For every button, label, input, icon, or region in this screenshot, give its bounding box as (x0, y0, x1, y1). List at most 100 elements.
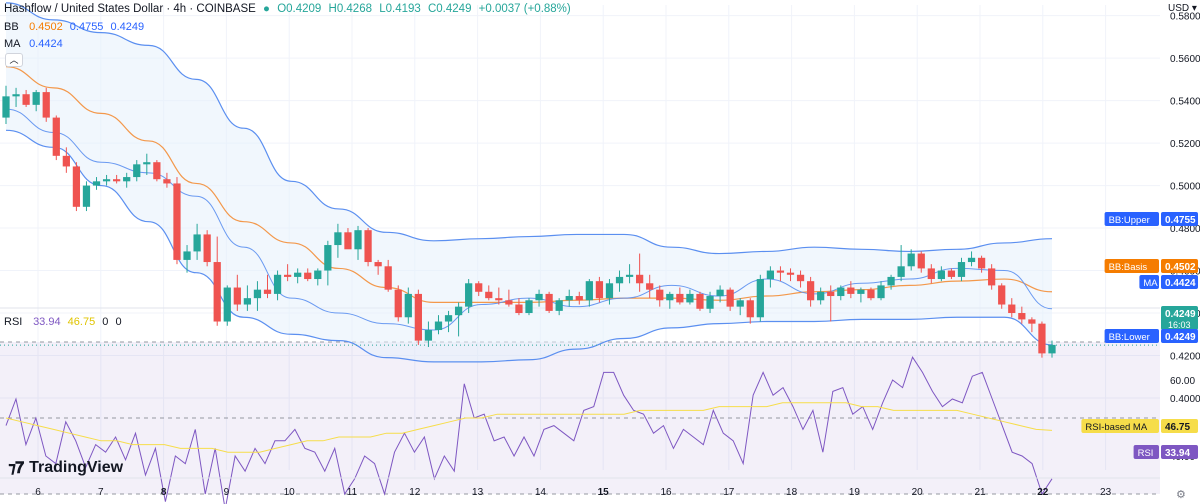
price-tick-label: 0.5800 (1170, 12, 1200, 23)
time-tick-label: 22 (1037, 487, 1049, 498)
candle-body (625, 274, 634, 277)
rsi-legend[interactable]: RSI 33.94 46.75 0 0 (4, 316, 126, 328)
price-tick-label: 0.5000 (1170, 182, 1200, 193)
candle-body (82, 185, 91, 207)
candle-body (52, 117, 60, 156)
candle-body (927, 268, 935, 280)
candle-body (424, 330, 433, 341)
bb-legend[interactable]: BB 0.4502 0.4755 0.4249 (4, 21, 148, 33)
symbol-header[interactable]: Hashflow / United States Dollar · 4h · C… (4, 3, 575, 15)
price-badge-label-bg (1104, 212, 1159, 226)
candle-body (666, 293, 674, 301)
candle-body (605, 283, 614, 299)
time-tick-label: 9 (224, 487, 230, 498)
price-badge-value-bg (1161, 275, 1198, 289)
time-tick-label: 18 (786, 487, 798, 498)
candle-body (243, 298, 252, 305)
price-badge-label: RSI (1138, 448, 1154, 459)
candle-body (304, 272, 312, 280)
rsi-legend-label: RSI (4, 316, 23, 328)
price-badge-value-bg (1161, 445, 1198, 459)
rsi-line (5, 356, 1053, 504)
candle-body (32, 92, 40, 105)
bb-lower-value: 0.4249 (110, 21, 145, 33)
price-badge-label-bg (1104, 259, 1159, 273)
candle-body (72, 166, 81, 207)
collapse-legend-button[interactable]: ︿ (5, 53, 23, 67)
candle-body (294, 272, 302, 277)
candle-body (173, 183, 181, 260)
candle-body (887, 276, 895, 286)
candle-body (334, 232, 342, 246)
ohlc-close: C0.4249 (427, 3, 472, 15)
candle-body (324, 245, 332, 271)
symbol-title[interactable]: Hashflow / United States Dollar · 4h · C… (4, 3, 256, 15)
candle-body (947, 270, 956, 277)
candle-body (1018, 313, 1026, 320)
ma-value: 0.4424 (29, 38, 63, 50)
time-tick-label: 8 (161, 487, 167, 498)
candle-body (163, 179, 171, 184)
candle-body (907, 253, 915, 267)
candle-body (485, 291, 493, 299)
candle-body (696, 293, 704, 309)
price-badge-value: 0.4502 (1165, 262, 1196, 273)
ohlc-high: H0.4268 (328, 3, 372, 15)
candle-body (92, 181, 101, 186)
rsi-ma-line (5, 402, 1053, 453)
price-tick-label: 0.4800 (1170, 224, 1200, 235)
candle-body (454, 306, 463, 316)
price-badge-value: 0.4755 (1165, 215, 1196, 226)
currency-label: USD (1168, 3, 1190, 14)
settings-gear-icon[interactable]: ⚙ (1176, 489, 1186, 501)
ohlc-open: O0.4209 (277, 3, 322, 15)
candle-body (515, 304, 523, 314)
bb-upper-line (5, 2, 1053, 255)
candle-body (283, 274, 292, 277)
candle-body (716, 289, 724, 297)
price-badge-label-bg (1133, 445, 1159, 459)
price-axis[interactable]: 0.58000.56000.54000.52000.50000.48000.46… (1170, 12, 1200, 463)
candle-body (444, 315, 453, 322)
candle-body (656, 289, 664, 301)
candle-body (545, 293, 553, 311)
candle-body (22, 94, 30, 105)
candle-body (998, 285, 1006, 305)
candle-body (434, 321, 443, 331)
candle-body (253, 289, 262, 299)
candle-body (374, 262, 382, 267)
candle-body (394, 289, 402, 318)
tradingview-logo[interactable]: ⁊𝟕 TradingView (8, 458, 123, 478)
candle-body (203, 234, 211, 263)
candle-body (42, 92, 50, 118)
candlesticks (2, 85, 1056, 358)
bb-legend-label: BB (4, 21, 19, 33)
currency-selector[interactable]: USD ▾ (1168, 3, 1197, 14)
chevron-down-icon: ▾ (1191, 3, 1197, 14)
candle-body (817, 291, 825, 301)
price-badge-value: 46.75 (1165, 422, 1190, 433)
time-axis[interactable]: 6 7 8 9 10 11 12 13 14 15 16 17 18 19 20 21 22 23 (0, 477, 1160, 498)
market-status-icon: ● (263, 3, 270, 15)
candle-body (123, 177, 131, 182)
price-badge-label: BB:Upper (1109, 215, 1150, 226)
candle-body (364, 230, 372, 263)
candle-body (957, 262, 966, 277)
candle-body (1008, 304, 1016, 314)
time-tick-label: 23 (1100, 487, 1112, 498)
ma-legend[interactable]: MA 0.4424 (4, 38, 67, 50)
candle-body (575, 296, 583, 301)
price-badge-countdown: 16:03 (1168, 320, 1191, 330)
candle-body (1038, 323, 1046, 354)
candle-body (806, 281, 815, 301)
rsi-value: 33.94 (33, 316, 61, 328)
candle-body (847, 287, 855, 294)
candle-body (113, 179, 121, 182)
candle-body (555, 300, 563, 311)
candle-body (153, 162, 161, 180)
candle-body (344, 232, 352, 250)
price-badge-value: 0.4424 (1165, 278, 1196, 289)
price-badge-label: RSI-based MA (1085, 422, 1147, 433)
candle-body (465, 283, 473, 307)
